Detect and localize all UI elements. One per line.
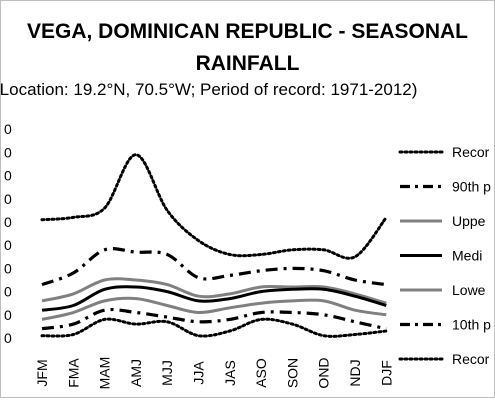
x-tick-label: MJJ xyxy=(159,360,175,386)
y-tick-label: 0 xyxy=(4,168,12,184)
y-tick-label: 0 xyxy=(4,260,12,276)
legend-label: Medi xyxy=(452,248,482,264)
x-tick-label: SON xyxy=(284,358,300,388)
series-line-3 xyxy=(41,277,387,305)
legend-label: Recor xyxy=(452,351,490,367)
x-tick-label: DJF xyxy=(378,360,394,386)
legend-label: Uppe xyxy=(452,213,486,229)
legend-label: 10th p xyxy=(452,317,491,333)
y-tick-label: 0 xyxy=(4,144,12,160)
x-tick-label: MAM xyxy=(97,357,113,390)
series-line-6 xyxy=(41,307,387,331)
series-line-4 xyxy=(41,285,387,312)
x-tick-label: ASO xyxy=(253,358,269,388)
x-tick-label: AMJ xyxy=(128,359,144,387)
series-line-7 xyxy=(40,317,388,338)
y-tick-label: 0 xyxy=(4,237,12,253)
series-line-2 xyxy=(41,247,387,287)
series-line-1 xyxy=(40,153,388,260)
y-tick-label: 0 xyxy=(4,330,12,346)
y-tick-label: 0 xyxy=(4,191,12,207)
chart-subtitle: (Location: 19.2°N, 70.5°W; Period of rec… xyxy=(0,80,418,99)
legend-label: 90th p xyxy=(452,179,491,195)
x-tick-label: FMA xyxy=(65,358,81,388)
x-tick-label: NDJ xyxy=(347,359,363,386)
y-tick-label: 0 xyxy=(4,214,12,230)
legend-label: Lowe xyxy=(452,282,486,298)
x-tick-label: JJA xyxy=(191,361,207,385)
y-tick-label: 0 xyxy=(4,121,12,137)
x-tick-label: OND xyxy=(316,357,332,388)
legend-label: Recor xyxy=(452,144,490,160)
y-tick-label: 0 xyxy=(4,307,12,323)
x-tick-label: JAS xyxy=(222,360,238,386)
chart-title: VEGA, DOMINICAN REPUBLIC - SEASONAL RAIN… xyxy=(26,20,469,75)
x-tick-label: JFM xyxy=(34,359,50,386)
y-tick-label: 0 xyxy=(4,284,12,300)
series-line-5 xyxy=(41,296,387,321)
